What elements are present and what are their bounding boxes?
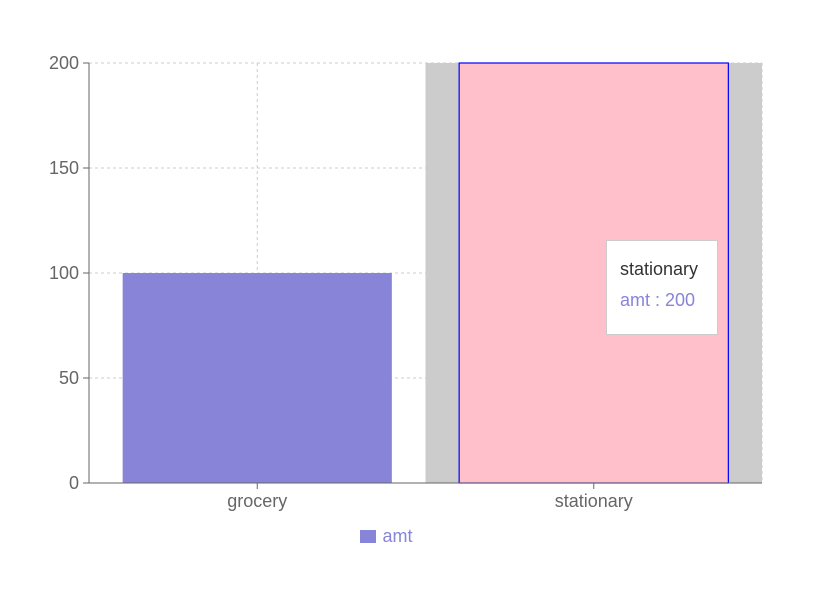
legend: amt bbox=[0, 526, 833, 548]
tooltip: stationary amt : 200 bbox=[606, 240, 718, 335]
tooltip-title: stationary bbox=[620, 259, 699, 279]
y-tick-label: 100 bbox=[49, 263, 79, 283]
x-tick-label: stationary bbox=[555, 491, 633, 511]
x-tick-label: grocery bbox=[227, 491, 287, 511]
y-tick-label: 200 bbox=[49, 53, 79, 73]
y-tick-label: 0 bbox=[69, 473, 79, 493]
legend-label: amt bbox=[382, 526, 413, 546]
legend-swatch bbox=[360, 530, 377, 543]
y-tick-label: 50 bbox=[59, 368, 79, 388]
y-tick-label: 150 bbox=[49, 158, 79, 178]
bar-grocery bbox=[122, 273, 392, 483]
legend-item-amt[interactable]: amt bbox=[360, 526, 413, 547]
tooltip-item: amt : 200 bbox=[620, 290, 696, 310]
axes: 0 50 100 150 200 grocery stationary bbox=[49, 53, 762, 511]
